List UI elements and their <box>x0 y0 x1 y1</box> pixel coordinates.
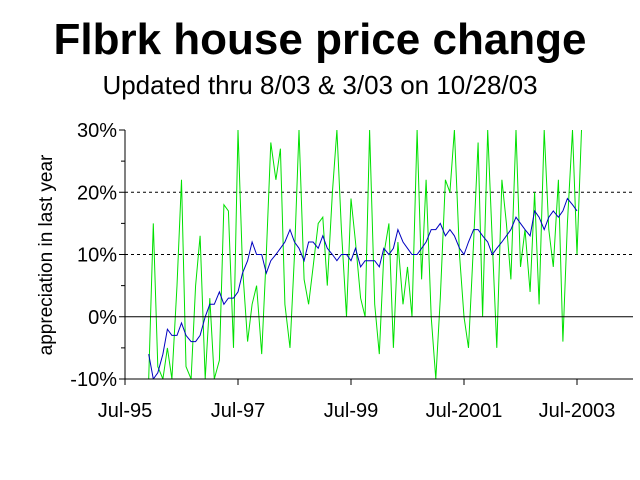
x-tick-label: Jul-99 <box>324 400 378 422</box>
y-tick-label: 10% <box>77 245 117 267</box>
y-axis-label: appreciation in last year <box>36 154 57 355</box>
y-tick-label: 20% <box>77 182 117 204</box>
chart-subtitle: Updated thru 8/03 & 3/03 on 10/28/03 <box>102 70 537 100</box>
x-tick-label: Jul-97 <box>211 400 265 422</box>
y-tick-label: 0% <box>88 307 117 329</box>
x-tick-label: Jul-95 <box>98 400 152 422</box>
x-tick-label: Jul-2001 <box>426 400 503 422</box>
chart-title: Flbrk house price change <box>53 15 586 64</box>
x-tick-label: Jul-2003 <box>539 400 616 422</box>
y-tick-label: -10% <box>70 369 117 391</box>
series-line-1 <box>148 197 578 379</box>
y-tick-label: 30% <box>77 120 117 142</box>
